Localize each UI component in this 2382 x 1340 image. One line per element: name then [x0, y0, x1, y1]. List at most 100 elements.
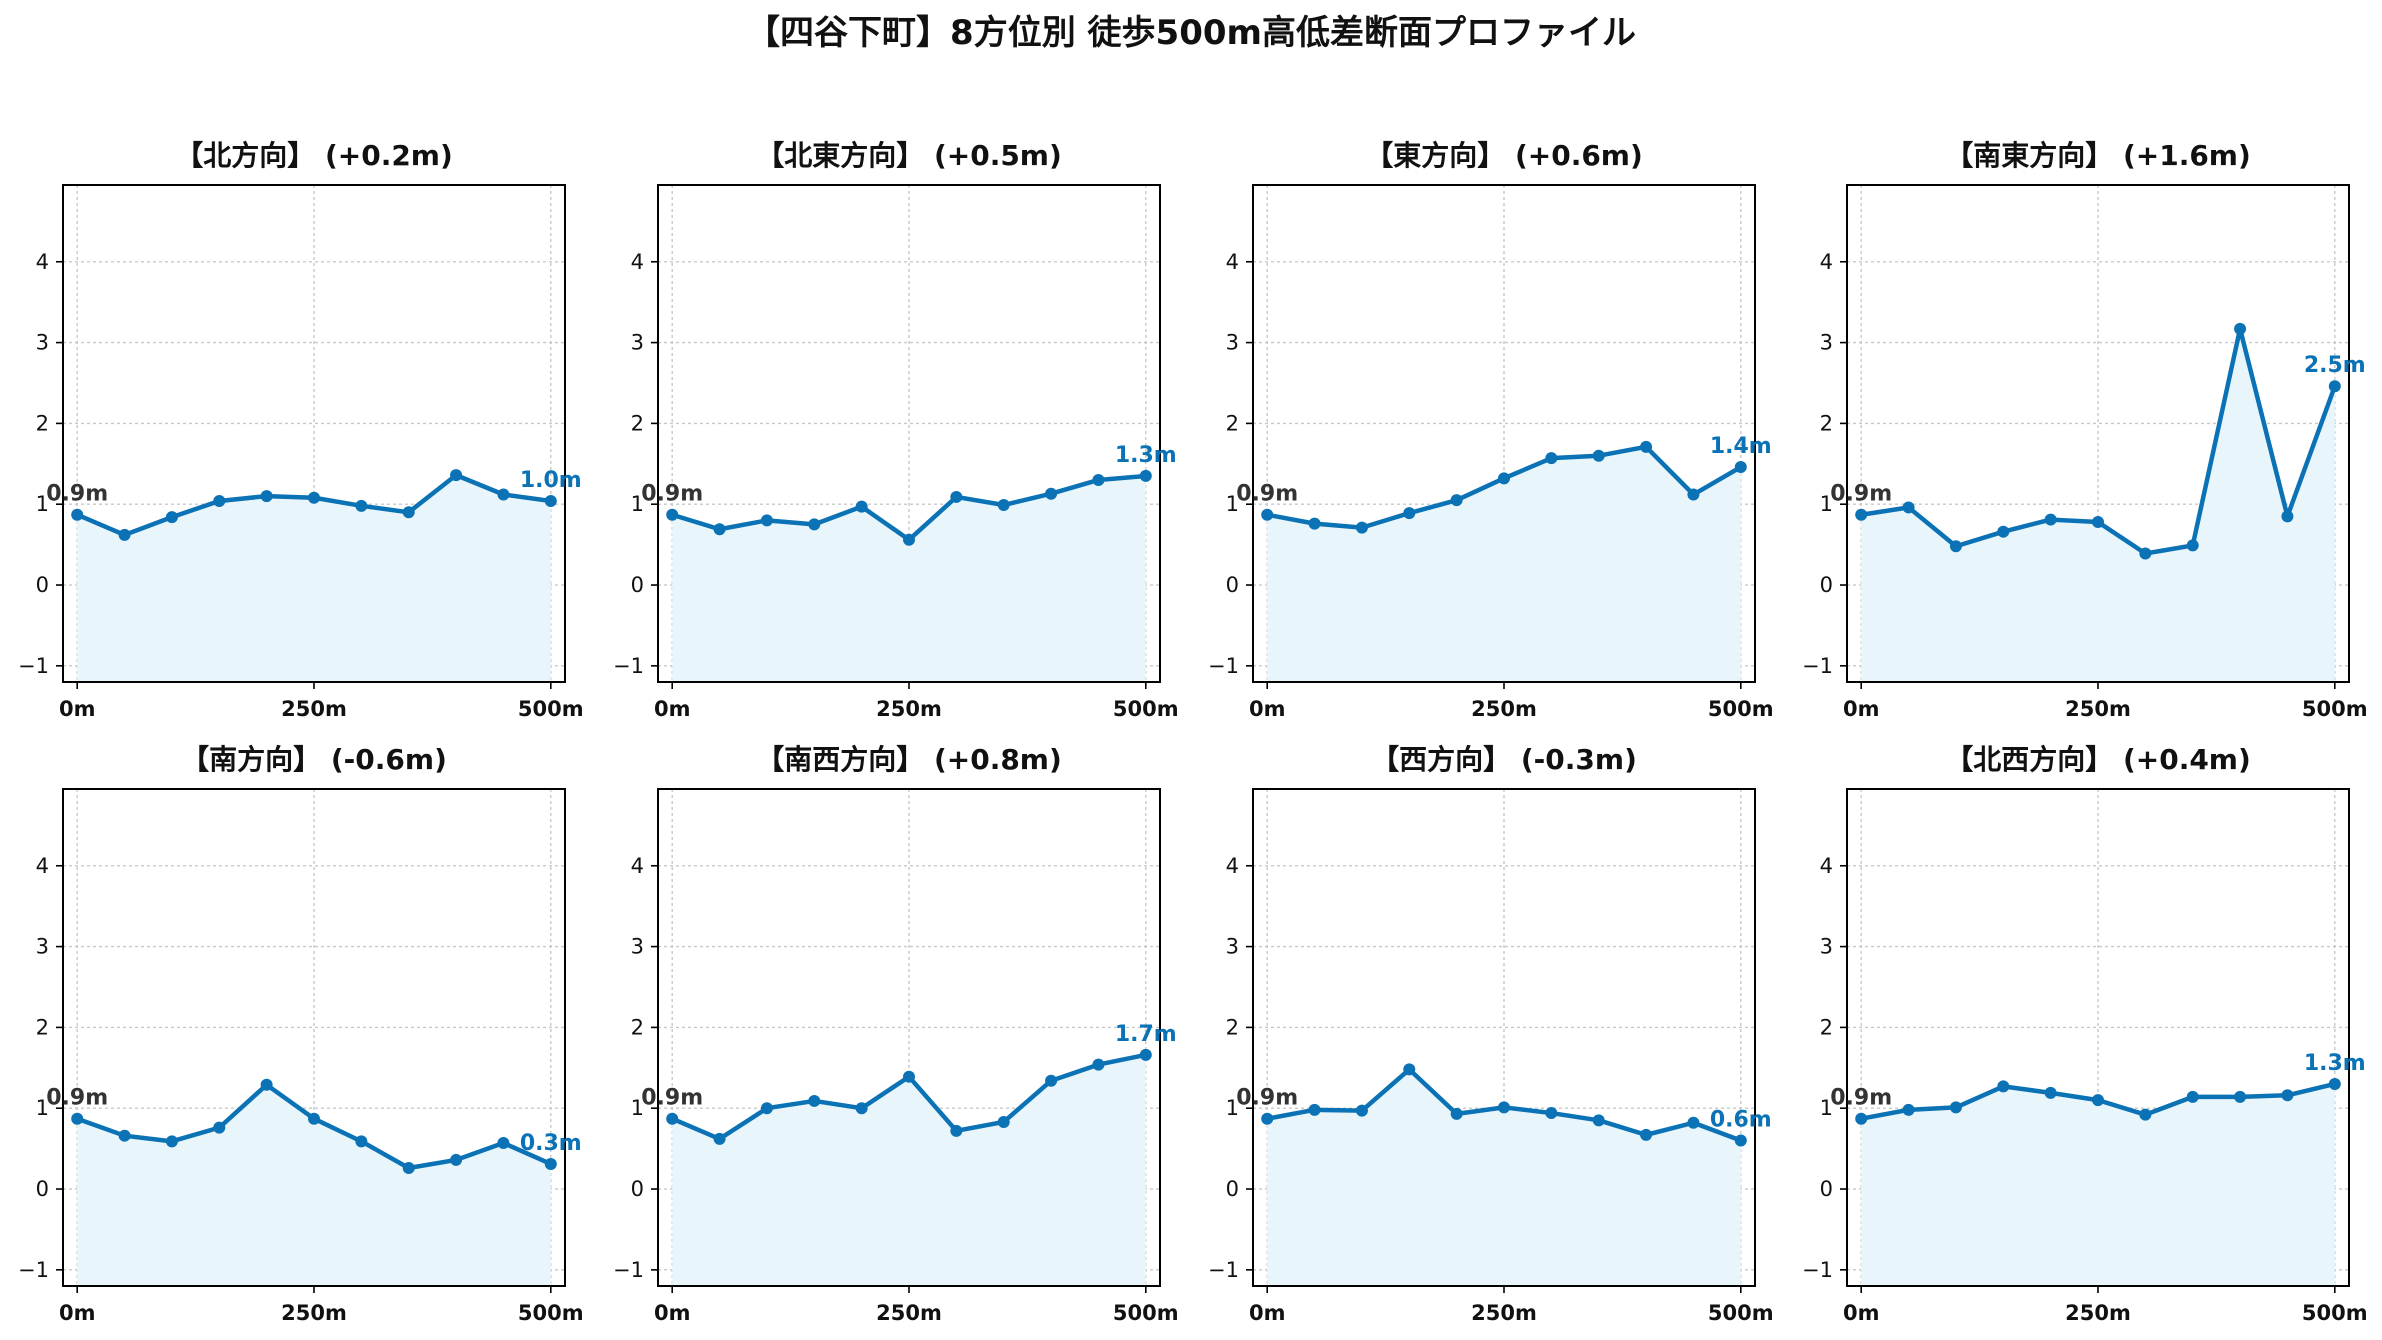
y-tick-label: 0 [36, 573, 49, 597]
data-point [213, 1121, 226, 1134]
x-tick-label: 500m [518, 1301, 584, 1325]
data-point [2281, 510, 2294, 523]
y-tick-label: −1 [1802, 1258, 1833, 1282]
data-point [2139, 547, 2152, 560]
elevation-area [1861, 1083, 2335, 1286]
data-point [1997, 525, 2010, 538]
data-point [355, 1135, 368, 1148]
data-point [1308, 1103, 1321, 1116]
data-point [2328, 1077, 2341, 1090]
data-point [666, 508, 679, 521]
panel-title: 【西方向】 (-0.3m) [1371, 743, 1637, 776]
x-tick-label: 0m [1249, 697, 1286, 721]
data-point [450, 1153, 463, 1166]
x-tick-label: 250m [1471, 1301, 1537, 1325]
y-tick-label: 0 [1820, 1177, 1833, 1201]
data-point [1592, 1114, 1605, 1127]
x-tick-label: 500m [1113, 697, 1179, 721]
y-tick-label: −1 [18, 1258, 49, 1282]
data-point [2186, 539, 2199, 552]
data-point [1498, 1101, 1510, 1114]
y-tick-label: 0 [1226, 1177, 1239, 1201]
y-tick-label: 4 [36, 854, 49, 878]
panel-3: 【東方向】 (+0.6m) −1 0 1 2 3 4 0m 250m 500m 0.9m 1.4m [1208, 139, 1774, 721]
data-point [997, 499, 1010, 512]
data-point [2139, 1108, 2152, 1121]
data-point [1045, 487, 1058, 500]
x-tick-label: 500m [1113, 1301, 1179, 1325]
panel-1: 【北方向】 (+0.2m) −1 0 1 2 3 4 0m 250m 500m 0.9m 1.0m [18, 139, 584, 721]
data-point [213, 494, 226, 507]
y-tick-label: 2 [1226, 1015, 1239, 1039]
start-elevation-label: 0.9m [1830, 482, 1892, 507]
data-point [2234, 1090, 2247, 1103]
y-tick-label: 2 [1820, 411, 1833, 435]
data-point [402, 1162, 415, 1175]
data-point [2044, 513, 2057, 526]
data-point [1902, 501, 1915, 514]
data-point [1450, 1107, 1463, 1120]
y-tick-label: 2 [631, 1015, 644, 1039]
x-tick-label: 0m [654, 1301, 691, 1325]
data-point [2186, 1090, 2199, 1103]
y-tick-label: 1 [1226, 1096, 1239, 1120]
x-tick-label: 0m [1843, 1301, 1880, 1325]
y-tick-label: 4 [36, 250, 49, 274]
start-elevation-label: 0.9m [641, 482, 703, 507]
data-point [1545, 452, 1558, 465]
y-tick-label: 2 [36, 411, 49, 435]
x-tick-label: 250m [876, 1301, 942, 1325]
panel-2: 【北東方向】 (+0.5m) −1 0 1 2 3 4 0m 250m 500m 0.9m 1.3m [613, 139, 1179, 721]
y-tick-label: 4 [631, 854, 644, 878]
y-tick-label: 0 [1226, 573, 1239, 597]
elevation-area [1267, 1069, 1741, 1286]
x-tick-label: 500m [1708, 1301, 1774, 1325]
panel-5: 【南方向】 (-0.6m) −1 0 1 2 3 4 0m 250m 500m 0.9m 0.3m [18, 743, 584, 1325]
start-elevation-label: 0.9m [641, 1086, 703, 1111]
start-elevation-label: 0.9m [1236, 482, 1298, 507]
data-point [165, 511, 178, 524]
data-point [950, 490, 963, 503]
data-point [1403, 507, 1416, 520]
x-tick-label: 500m [518, 697, 584, 721]
data-point [1261, 508, 1274, 521]
data-point [2092, 515, 2104, 528]
data-point [1092, 1058, 1105, 1071]
end-elevation-label: 1.3m [2304, 1051, 2366, 1076]
panel-7: 【西方向】 (-0.3m) −1 0 1 2 3 4 0m 250m 500m 0.9m 0.6m [1208, 743, 1774, 1325]
y-tick-label: 2 [1820, 1015, 1833, 1039]
x-tick-label: 500m [1708, 697, 1774, 721]
x-tick-label: 250m [281, 697, 347, 721]
data-point [1403, 1063, 1416, 1076]
y-tick-label: 0 [1820, 573, 1833, 597]
figure-title: 【四谷下町】8方位別 徒歩500m高低差断面プロファイル [746, 13, 1636, 53]
data-point [308, 491, 320, 504]
y-tick-label: 1 [631, 1096, 644, 1120]
data-point [855, 500, 868, 513]
x-tick-label: 0m [59, 697, 96, 721]
data-point [2328, 380, 2341, 393]
data-point [308, 1112, 320, 1125]
data-point [903, 533, 915, 546]
data-point [544, 1157, 557, 1170]
x-tick-label: 0m [1249, 1301, 1286, 1325]
data-point [544, 494, 557, 507]
y-tick-label: 1 [631, 492, 644, 516]
data-point [450, 469, 463, 482]
y-tick-label: 3 [1226, 331, 1239, 355]
data-point [713, 523, 726, 536]
data-point [808, 1094, 821, 1107]
end-elevation-label: 0.6m [1710, 1108, 1772, 1133]
panel-6: 【南西方向】 (+0.8m) −1 0 1 2 3 4 0m 250m 500m 0.9m 1.7m [613, 743, 1179, 1325]
panel-title: 【南西方向】 (+0.8m) [756, 743, 1062, 776]
start-elevation-label: 0.9m [1236, 1086, 1298, 1111]
data-point [71, 508, 84, 521]
data-point [1687, 488, 1700, 501]
data-point [118, 1129, 131, 1142]
data-point [402, 506, 415, 519]
data-point [855, 1102, 868, 1115]
data-point [1545, 1107, 1558, 1120]
data-point [118, 528, 131, 541]
